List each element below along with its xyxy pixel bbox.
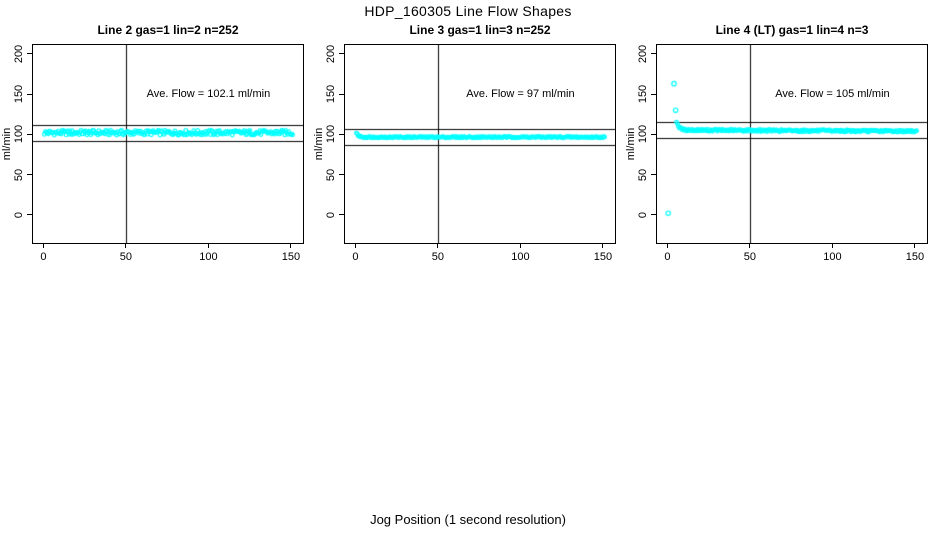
x-tick-label: 100 [511,251,530,263]
y-tick-label: 100 [325,125,337,144]
x-tick [519,243,521,248]
panel-title: Line 4 (LT) gas=1 lin=4 n=3 [715,23,869,37]
y-tick [651,53,656,55]
y-axis-label: ml/min [1,127,13,161]
y-tick-label: 100 [13,125,25,144]
y-tick-label: 150 [325,84,337,104]
x-tick [602,243,604,248]
ave-flow-annotation: Ave. Flow = 105 ml/min [775,88,890,101]
y-tick [27,53,32,55]
x-tick [290,243,292,248]
x-tick [42,243,44,248]
y-tick [27,214,32,216]
x-tick [125,243,127,248]
x-tick-label: 0 [40,251,47,263]
y-axis-label: ml/min [313,127,325,161]
x-tick-label: 100 [823,251,842,263]
y-tick-label: 50 [637,168,649,181]
x-tick-label: 150 [281,251,301,263]
x-tick-label: 50 [119,251,133,263]
x-tick [666,243,668,248]
ave-flow-annotation: Ave. Flow = 102.1 ml/min [146,88,271,101]
y-axis-label: ml/min [625,127,637,161]
y-tick-label: 50 [325,168,337,181]
y-tick-label: 100 [637,125,649,144]
y-tick [651,214,656,216]
x-tick-label: 50 [431,251,445,263]
y-tick [339,214,344,216]
x-tick [354,243,356,248]
y-tick-label: 0 [325,211,337,218]
y-tick [27,174,32,176]
x-tick [914,243,916,248]
x-tick [749,243,751,248]
scatter-canvas [33,45,303,243]
x-tick-label: 100 [199,251,218,263]
y-tick-label: 200 [637,44,649,64]
x-tick-label: 0 [352,251,359,263]
y-tick [339,53,344,55]
panel-title: Line 3 gas=1 lin=3 n=252 [409,23,551,37]
x-tick [437,243,439,248]
y-tick-label: 200 [325,44,337,64]
y-tick [651,93,656,95]
y-tick [651,133,656,135]
scatter-canvas [345,45,615,243]
y-tick [27,133,32,135]
ave-flow-annotation: Ave. Flow = 97 ml/min [466,88,575,101]
y-tick-label: 50 [13,168,25,181]
x-tick [207,243,209,248]
x-tick-label: 0 [664,251,671,263]
y-tick-label: 0 [13,211,25,218]
y-tick [651,174,656,176]
y-tick [339,93,344,95]
y-tick-label: 150 [637,84,649,104]
y-tick-label: 150 [13,84,25,104]
main-title: HDP_160305 Line Flow Shapes [364,3,572,19]
y-tick [339,133,344,135]
x-tick-label: 150 [905,251,925,263]
x-tick [831,243,833,248]
y-tick [27,93,32,95]
y-tick-label: 200 [13,44,25,64]
x-tick-label: 150 [593,251,613,263]
x-axis-outer-label: Jog Position (1 second resolution) [370,512,566,527]
y-tick [339,174,344,176]
y-tick-label: 0 [637,211,649,218]
panel-title: Line 2 gas=1 lin=2 n=252 [97,23,239,37]
x-tick-label: 50 [743,251,757,263]
scatter-canvas [657,45,927,243]
